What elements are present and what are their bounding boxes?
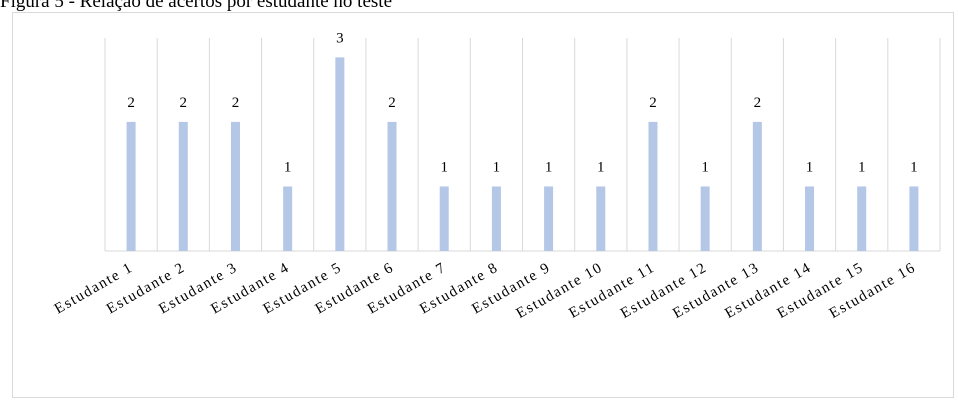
data-label: 1: [545, 159, 553, 175]
bar: [439, 186, 449, 251]
data-label-layer: 2 2 2 1 3 2 1 1 1 1 2 1 2 1 1 1: [127, 30, 917, 175]
bar-layer: [126, 57, 919, 252]
figure-title: Figura 5 - Relação de acertos por estuda…: [0, 0, 392, 12]
bar: [178, 121, 188, 251]
data-label: 1: [440, 159, 448, 175]
data-label: 1: [493, 159, 501, 175]
bar: [544, 186, 554, 251]
data-label: 1: [701, 159, 709, 175]
bar: [126, 121, 136, 251]
bar: [596, 186, 606, 251]
bar: [387, 121, 397, 251]
data-label: 2: [232, 95, 240, 111]
data-label: 1: [806, 159, 814, 175]
bar: [909, 186, 919, 251]
bar: [805, 186, 815, 251]
data-label: 1: [858, 159, 866, 175]
bar: [700, 186, 710, 251]
data-label: 1: [910, 159, 918, 175]
bar: [335, 57, 345, 252]
data-label: 1: [597, 159, 605, 175]
data-label: 1: [284, 159, 292, 175]
data-label: 2: [649, 95, 657, 111]
data-label: 2: [180, 95, 188, 111]
data-label: 2: [127, 95, 135, 111]
chart-frame: [12, 12, 954, 398]
bar: [648, 121, 658, 251]
bar: [283, 186, 293, 251]
bar: [230, 121, 240, 251]
bar: [752, 121, 762, 251]
bar: [857, 186, 867, 251]
grid-layer: [104, 38, 941, 252]
data-label: 2: [754, 95, 762, 111]
data-label: 2: [388, 95, 396, 111]
data-label: 3: [336, 30, 344, 46]
bar: [491, 186, 501, 251]
